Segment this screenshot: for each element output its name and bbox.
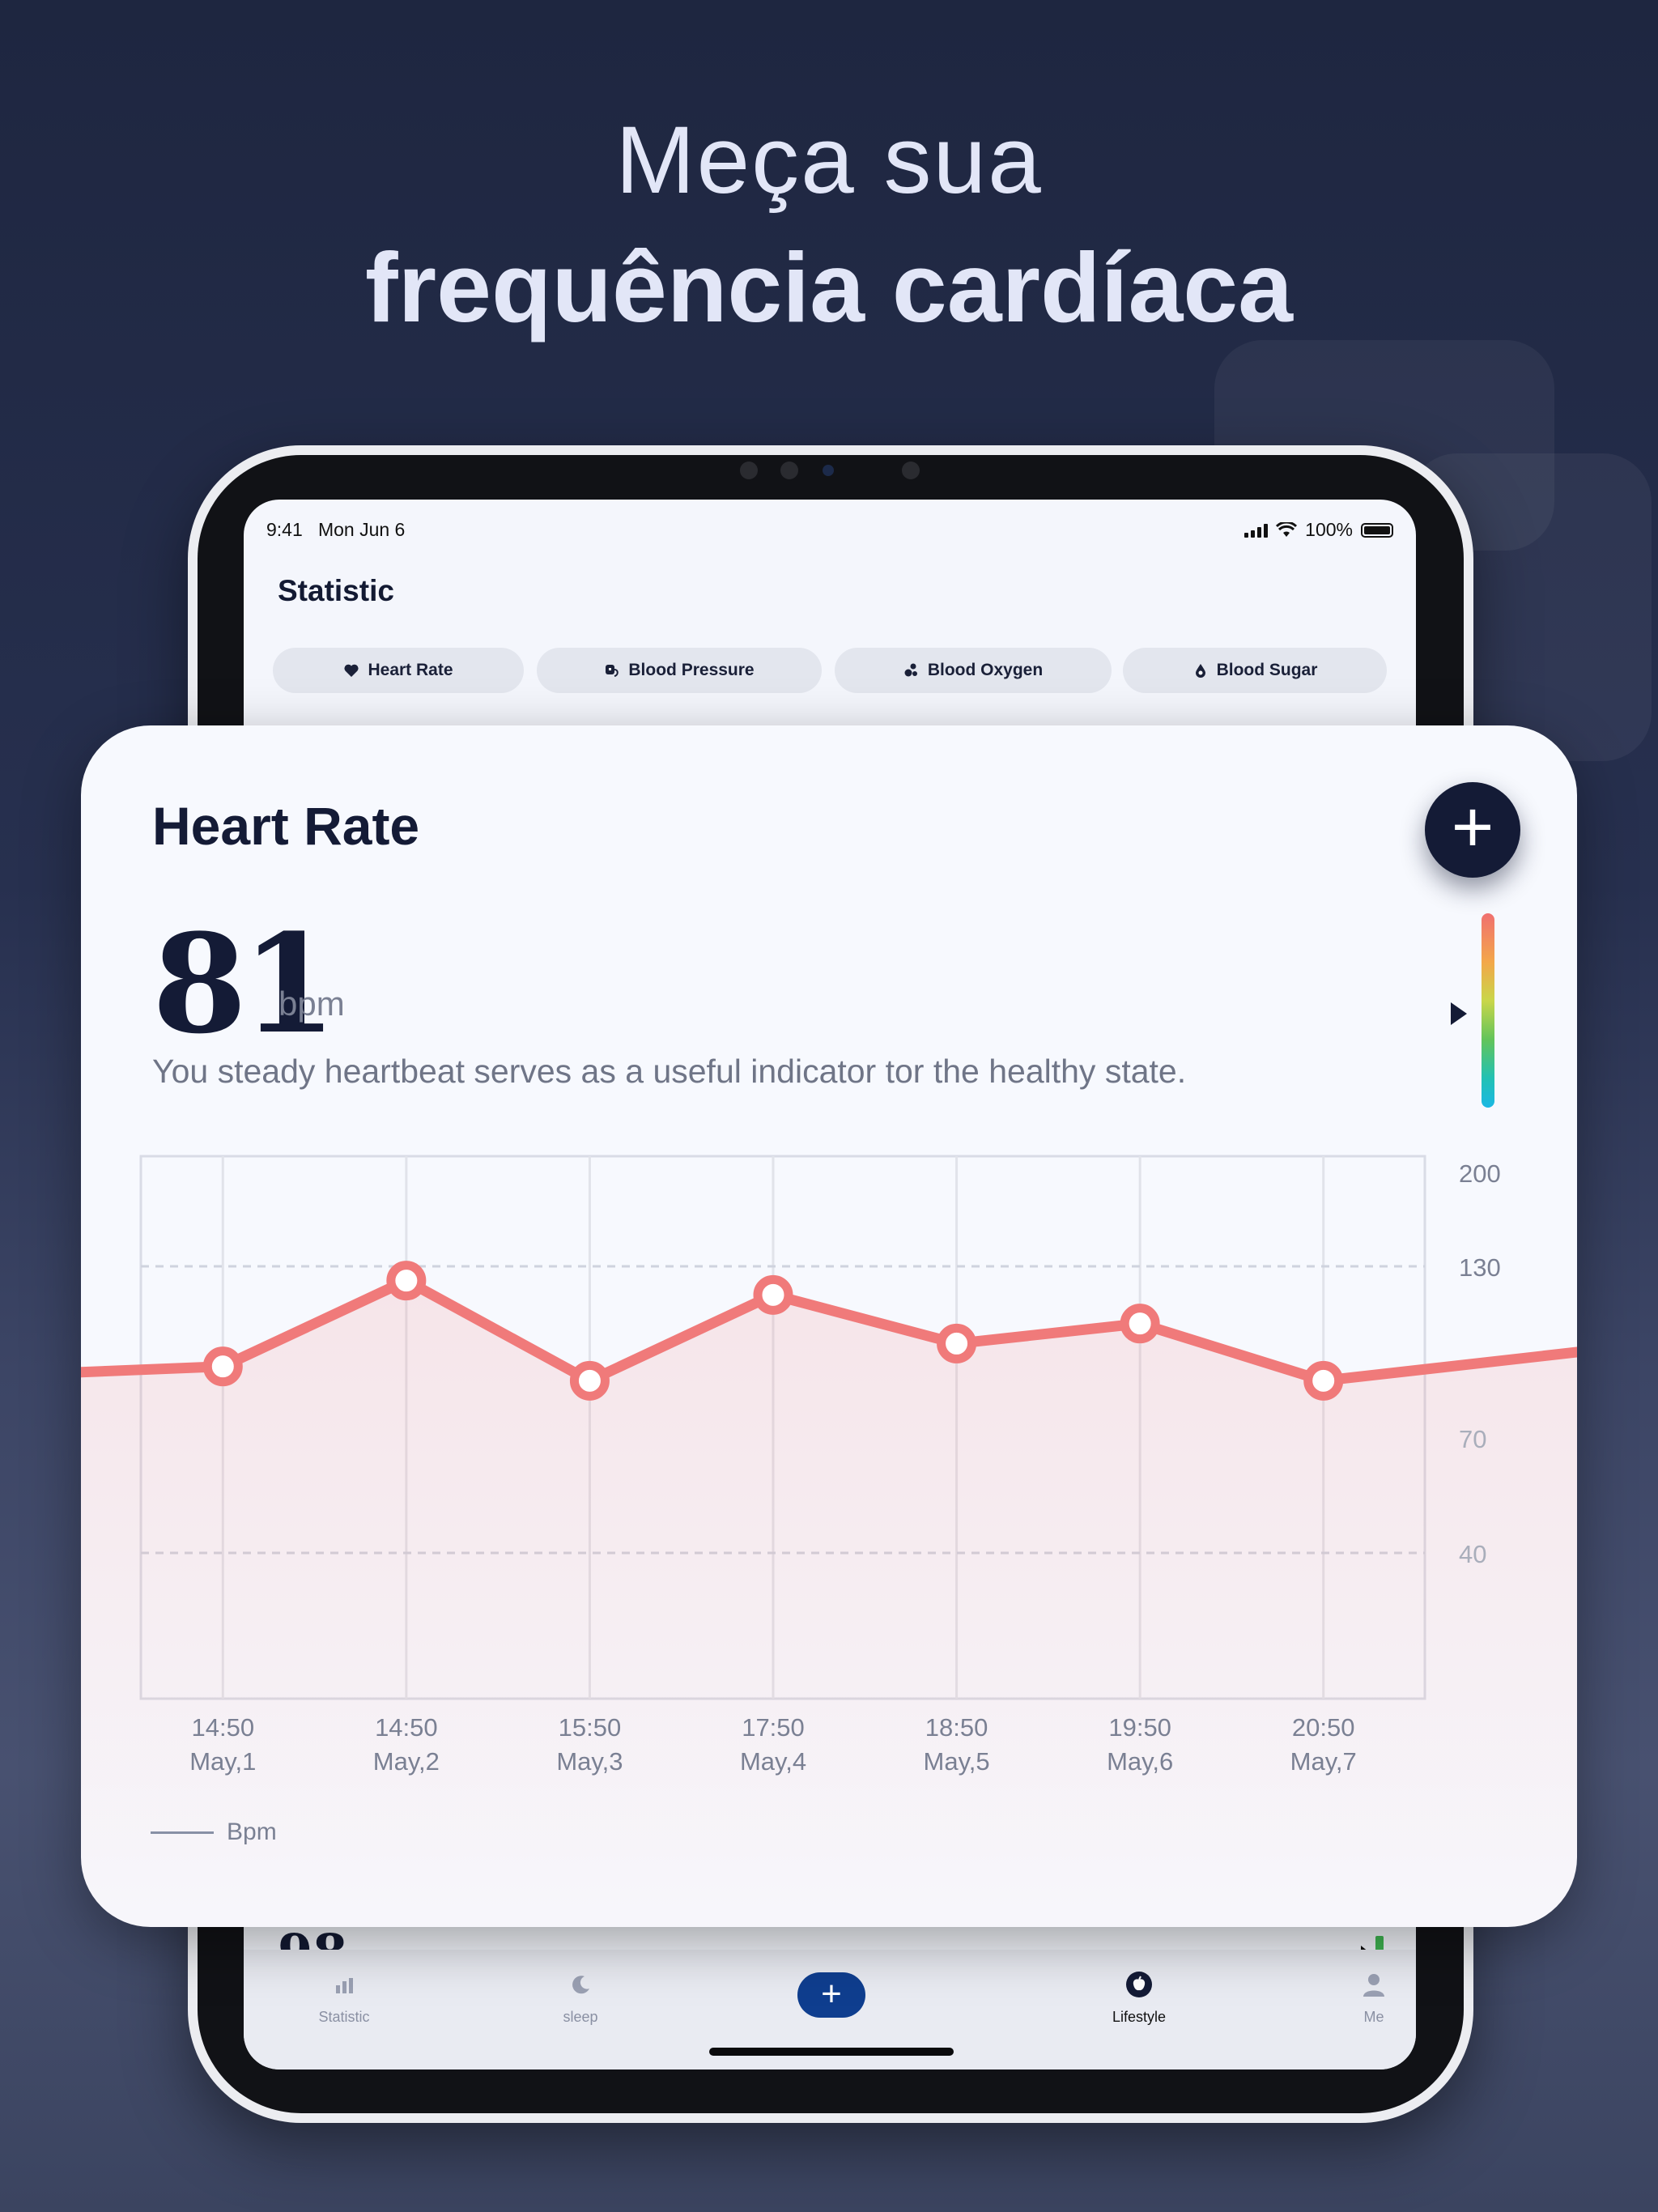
status-time-date: 9:41 Mon Jun 6 bbox=[266, 519, 405, 541]
chart-x-tick-time: 19:50 bbox=[1108, 1713, 1171, 1742]
chart-point bbox=[1120, 1304, 1160, 1344]
camera-lens bbox=[823, 465, 834, 476]
heart-rate-chart: 200 130 70 40 14:50 May,1 14:50 May,2 15:50 May,… bbox=[81, 1155, 1577, 1927]
blood-oxygen-icon bbox=[904, 663, 917, 677]
chart-legend: Bpm bbox=[151, 1819, 277, 1846]
segment-heart-rate[interactable]: Heart Rate bbox=[273, 648, 524, 693]
chart-x-tick-date: May,7 bbox=[1290, 1747, 1357, 1776]
chart-x-tick-date: May,6 bbox=[1107, 1747, 1173, 1776]
peek-indicator-bar bbox=[1375, 1936, 1384, 1960]
battery-icon bbox=[1361, 522, 1393, 538]
tab-lifestyle[interactable]: Lifestyle bbox=[1082, 1971, 1196, 2026]
chart-x-tick-time: 17:50 bbox=[742, 1713, 805, 1742]
segment-blood-pressure[interactable]: Blood Pressure bbox=[537, 648, 822, 693]
home-indicator[interactable] bbox=[709, 2048, 954, 2056]
chart-x-tick-time: 15:50 bbox=[559, 1713, 622, 1742]
status-bar: 9:41 Mon Jun 6 100% bbox=[266, 519, 1393, 545]
chart-x-tick-date: May,5 bbox=[924, 1747, 990, 1776]
add-tab-button[interactable]: + bbox=[797, 1972, 865, 2018]
apple-icon bbox=[1126, 1972, 1152, 1997]
tab-label: sleep bbox=[563, 2009, 598, 2025]
chart-y-tick-label: 200 bbox=[1459, 1159, 1501, 1188]
moon-icon bbox=[572, 1976, 589, 1994]
chart-x-tick-date: May,4 bbox=[740, 1747, 806, 1776]
heart-rate-description: You steady heartbeat serves as a useful … bbox=[152, 1053, 1187, 1090]
card-title: Heart Rate bbox=[152, 796, 420, 856]
camera-dot bbox=[902, 462, 920, 479]
chart-area-fill bbox=[81, 1280, 1577, 1927]
chart-point bbox=[386, 1261, 427, 1301]
chart-x-tick-date: May,3 bbox=[556, 1747, 623, 1776]
chart-x-tick-time: 20:50 bbox=[1292, 1713, 1355, 1742]
heart-rate-unit: bpm bbox=[278, 985, 345, 1023]
segment-blood-sugar[interactable]: Blood Sugar bbox=[1123, 648, 1387, 693]
chart-y-tick-label: 130 bbox=[1459, 1253, 1501, 1282]
chart-point bbox=[1303, 1360, 1344, 1401]
blood-pressure-icon bbox=[606, 665, 619, 677]
tab-statistic[interactable]: Statistic bbox=[287, 1971, 401, 2026]
status-date: Mon Jun 6 bbox=[317, 519, 406, 540]
chart-x-tick-time: 18:50 bbox=[925, 1713, 988, 1742]
chart-x-tick-date: May,1 bbox=[189, 1747, 256, 1776]
segment-blood-oxygen[interactable]: Blood Oxygen bbox=[835, 648, 1112, 693]
chart-y-tick-label: 40 bbox=[1459, 1540, 1486, 1568]
chart-x-tick-time: 14:50 bbox=[191, 1713, 254, 1742]
chart-x-tick-date: May,2 bbox=[373, 1747, 440, 1776]
camera-dot bbox=[740, 462, 758, 479]
chart-point bbox=[937, 1323, 977, 1363]
legend-swatch bbox=[151, 1831, 214, 1834]
segment-label: Blood Pressure bbox=[628, 661, 755, 679]
person-icon bbox=[1363, 1974, 1384, 1997]
tab-label: Me bbox=[1363, 2009, 1384, 2025]
heart-rate-card: Heart Rate + 81 bpm You steady heartbeat… bbox=[81, 725, 1577, 1927]
segment-label: Blood Oxygen bbox=[927, 661, 1044, 679]
wifi-icon bbox=[1276, 521, 1298, 537]
chart-point bbox=[202, 1346, 243, 1387]
plus-icon: + bbox=[1451, 787, 1494, 868]
blood-sugar-icon bbox=[1195, 664, 1205, 678]
headline-line-2: frequência cardíaca bbox=[364, 232, 1293, 342]
heart-icon bbox=[344, 664, 359, 677]
chart-icon bbox=[336, 1978, 353, 1993]
add-button[interactable]: + bbox=[1425, 782, 1520, 878]
screen-title: Statistic bbox=[278, 574, 394, 607]
tab-bar: Statistic sleep + Lifestyle Me bbox=[244, 1950, 1416, 2069]
chart-point bbox=[569, 1360, 610, 1401]
tab-sleep[interactable]: sleep bbox=[524, 1971, 637, 2026]
status-time: 9:41 bbox=[266, 519, 303, 540]
tab-me[interactable]: Me bbox=[1317, 1971, 1416, 2026]
chart-y-tick-label: 70 bbox=[1459, 1425, 1486, 1453]
chart-point bbox=[753, 1274, 793, 1315]
segment-label: Heart Rate bbox=[368, 661, 453, 679]
battery-percent: 100% bbox=[1305, 519, 1353, 540]
camera-dot bbox=[780, 462, 798, 479]
signal-icon bbox=[1244, 523, 1269, 538]
status-indicators: 100% bbox=[1244, 519, 1393, 541]
tab-label: Lifestyle bbox=[1112, 2009, 1167, 2025]
scale-pointer-icon bbox=[1451, 1002, 1467, 1025]
segment-label: Blood Sugar bbox=[1216, 661, 1318, 679]
chart-x-tick-time: 14:50 bbox=[375, 1713, 438, 1742]
legend-label: Bpm bbox=[227, 1819, 277, 1845]
heart-rate-value: 81 bbox=[152, 904, 337, 1064]
heart-rate-scale-bar bbox=[1482, 913, 1494, 1108]
headline-line-1: Meça sua bbox=[615, 107, 1043, 214]
tab-label: Statistic bbox=[318, 2009, 370, 2025]
